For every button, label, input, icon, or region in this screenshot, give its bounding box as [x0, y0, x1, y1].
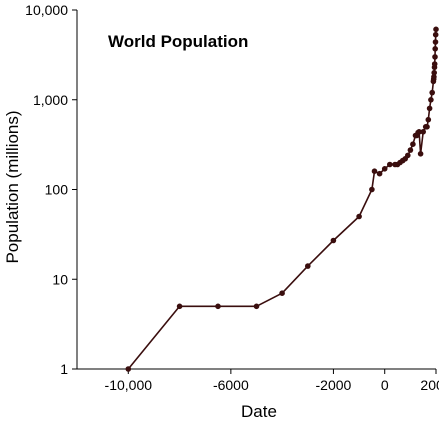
data-point — [432, 46, 439, 52]
population-line — [127, 29, 437, 370]
data-point — [410, 141, 416, 147]
data-point — [417, 151, 424, 157]
data-point — [305, 263, 311, 269]
data-point — [425, 116, 432, 123]
y-axis-title: Population (millions) — [3, 110, 22, 263]
data-point — [253, 303, 260, 310]
data-point — [431, 61, 438, 67]
ticks: 1 10 100 1,000 10,000 -10,000 -6000 -2000 0 2000 — [25, 2, 439, 393]
x-tick-label: -6000 — [213, 377, 249, 393]
data-point — [279, 290, 285, 297]
y-tick-label: 1 — [60, 361, 68, 377]
data-point — [416, 129, 422, 135]
data-point — [125, 366, 132, 372]
data-point — [432, 54, 438, 60]
y-tick-label: 1,000 — [33, 92, 68, 108]
data-point — [431, 74, 437, 80]
data-point — [369, 186, 375, 193]
data-point — [381, 166, 388, 172]
series — [125, 26, 439, 372]
data-point — [376, 170, 383, 177]
x-tick-label: -10,000 — [105, 377, 153, 393]
x-tick-label: 2000 — [420, 377, 439, 393]
data-point — [330, 237, 337, 244]
data-point — [405, 152, 411, 159]
y-tick-label: 10 — [52, 271, 68, 287]
chart-title: World Population — [108, 32, 248, 51]
data-point — [432, 31, 439, 38]
data-point — [433, 26, 439, 33]
x-axis-title: Date — [241, 402, 277, 421]
data-point — [176, 303, 183, 310]
data-point — [420, 129, 427, 135]
data-point — [428, 97, 434, 103]
data-point — [215, 303, 221, 310]
data-point — [424, 124, 430, 130]
x-tick-label: -2000 — [316, 377, 352, 393]
data-point — [431, 69, 438, 76]
data-point — [407, 147, 414, 153]
axes — [76, 10, 436, 370]
data-point — [387, 161, 393, 168]
data-point — [356, 213, 362, 220]
y-tick-label: 10,000 — [25, 2, 68, 18]
data-point — [426, 105, 433, 112]
data-point — [429, 89, 436, 96]
x-tick-label: 0 — [381, 377, 389, 393]
data-point — [432, 39, 439, 45]
y-tick-label: 100 — [45, 182, 69, 198]
data-point — [371, 168, 378, 174]
